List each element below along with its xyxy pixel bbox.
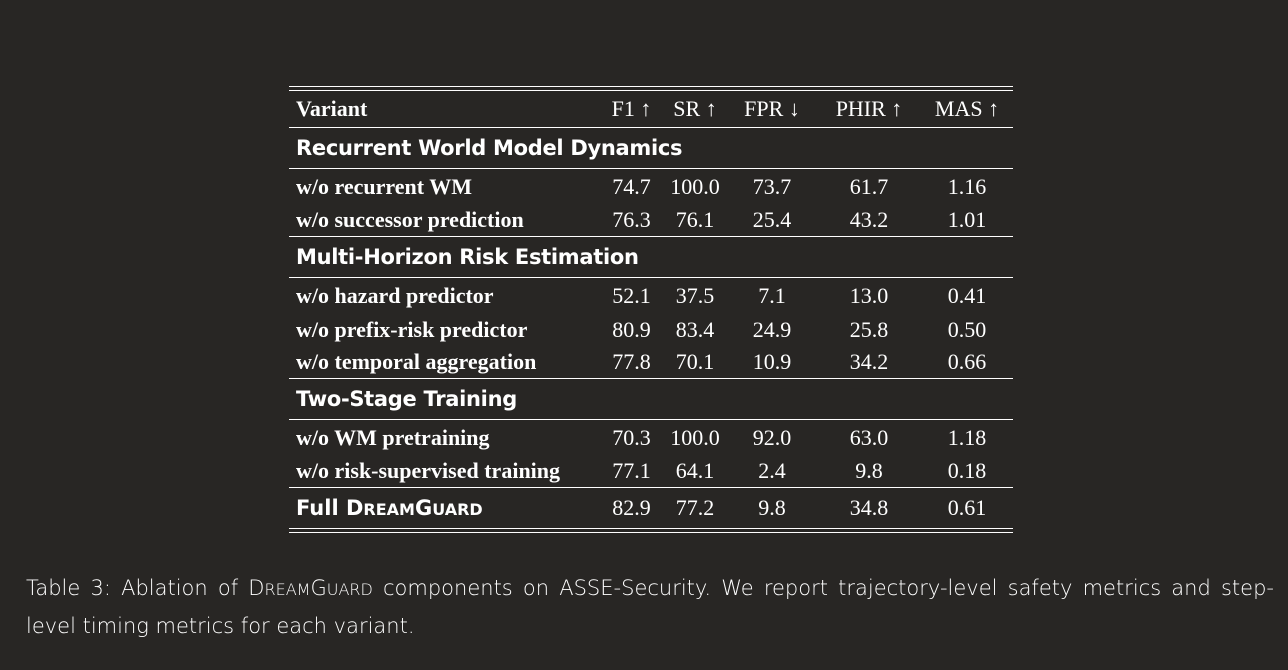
cell-mas: 1.01	[947, 207, 987, 232]
cell-phir: 25.8	[849, 316, 889, 342]
caption-name-d: D	[248, 576, 265, 600]
row-variant: w/o risk-supervised training	[296, 458, 561, 483]
header-row: Variant F1 ↑ SR ↑ FPR ↓ PHIR ↑ MAS ↑	[289, 91, 1013, 128]
cell-fpr: 2.4	[758, 458, 786, 483]
full-name-ream: ream	[363, 500, 415, 519]
full-name-d: D	[345, 496, 364, 520]
table-caption: Table 3: Ablation of DreamGuard componen…	[26, 570, 1274, 645]
section-header: Multi-Horizon Risk Estimation	[289, 237, 1013, 278]
header-sr: SR ↑	[673, 96, 717, 121]
full-name-uard: uard	[432, 500, 483, 519]
cell-f1: 77.1	[612, 458, 651, 483]
cell-phir: 61.7	[849, 173, 889, 199]
row-variant: w/o hazard predictor	[296, 282, 494, 308]
cell-mas: 0.41	[947, 282, 987, 308]
table-row: w/o prefix-risk predictor 80.9 83.4 24.9…	[289, 313, 1013, 346]
cell-sr: 83.4	[675, 316, 715, 342]
full-model-row: Full DreamGuard 82.9 77.2 9.8 34.8 0.61	[289, 488, 1013, 528]
top-double-rule	[289, 86, 1013, 91]
cell-fpr: 24.9	[752, 316, 792, 342]
cell-f1: 70.3	[612, 424, 651, 450]
cell-phir: 13.0	[849, 282, 889, 308]
caption-part1: Table 3: Ablation of	[26, 576, 249, 600]
cell-phir: 34.8	[849, 495, 889, 520]
cell-sr: 70.1	[675, 349, 715, 374]
cell-fpr: 7.1	[758, 282, 786, 308]
section-title: Multi-Horizon Risk Estimation	[296, 245, 639, 269]
full-name-g: G	[414, 496, 433, 520]
cell-fpr: 10.9	[752, 349, 792, 374]
cell-sr: 37.5	[675, 282, 715, 308]
bottom-double-rule	[289, 528, 1013, 533]
cell-mas: 0.18	[947, 458, 987, 483]
header-phir: PHIR ↑	[835, 96, 903, 121]
caption-name-g: G	[310, 576, 327, 600]
caption-name-uard: uard	[326, 580, 373, 599]
cell-mas: 0.61	[947, 495, 987, 520]
cell-f1: 52.1	[612, 282, 651, 308]
cell-phir: 43.2	[849, 207, 889, 232]
row-variant: w/o temporal aggregation	[296, 349, 537, 374]
cell-mas: 0.50	[947, 316, 987, 342]
section-title: Two-Stage Training	[296, 387, 517, 411]
full-label-prefix: Full	[296, 496, 346, 520]
cell-mas: 0.66	[947, 349, 987, 374]
cell-f1: 82.9	[612, 495, 651, 520]
row-variant: w/o recurrent WM	[296, 173, 472, 199]
section-header: Two-Stage Training	[289, 379, 1013, 420]
row-variant: w/o prefix-risk predictor	[296, 316, 528, 342]
header-mas: MAS ↑	[934, 96, 1000, 121]
cell-sr: 64.1	[675, 458, 715, 483]
cell-f1: 80.9	[612, 316, 651, 342]
table-row: w/o risk-supervised training 77.1 64.1 2…	[289, 455, 1013, 488]
ablation-table-container: Variant F1 ↑ SR ↑ FPR ↓ PHIR ↑ MAS ↑ Rec…	[289, 86, 1013, 533]
caption-part2: components on ASSE-Security. We report t…	[26, 576, 1274, 638]
cell-phir: 63.0	[849, 424, 889, 450]
section-title: Recurrent World Model Dynamics	[296, 136, 683, 160]
cell-f1: 74.7	[612, 173, 651, 199]
full-model-label: Full DreamGuard	[289, 488, 600, 528]
cell-mas: 1.16	[947, 173, 987, 199]
cell-fpr: 92.0	[752, 424, 792, 450]
cell-fpr: 9.8	[758, 495, 786, 520]
cell-f1: 76.3	[612, 207, 651, 232]
table-row: w/o recurrent WM 74.7 100.0 73.7 61.7 1.…	[289, 169, 1013, 204]
caption-name-ream: ream	[264, 580, 311, 599]
cell-sr: 77.2	[675, 495, 715, 520]
cell-sr: 100.0	[670, 424, 720, 450]
section-header: Recurrent World Model Dynamics	[289, 128, 1013, 169]
ablation-table: Variant F1 ↑ SR ↑ FPR ↓ PHIR ↑ MAS ↑ Rec…	[289, 86, 1013, 533]
cell-f1: 77.8	[612, 349, 651, 374]
cell-fpr: 25.4	[752, 207, 792, 232]
header-fpr: FPR ↓	[744, 96, 800, 121]
row-variant: w/o WM pretraining	[296, 424, 490, 450]
table-row: w/o successor prediction 76.3 76.1 25.4 …	[289, 204, 1013, 237]
table-row: w/o temporal aggregation 77.8 70.1 10.9 …	[289, 346, 1013, 379]
cell-fpr: 73.7	[752, 173, 792, 199]
cell-phir: 34.2	[849, 349, 889, 374]
row-variant: w/o successor prediction	[296, 207, 524, 232]
cell-mas: 1.18	[947, 424, 987, 450]
table-row: w/o WM pretraining 70.3 100.0 92.0 63.0 …	[289, 420, 1013, 455]
table-row: w/o hazard predictor 52.1 37.5 7.1 13.0 …	[289, 278, 1013, 313]
cell-sr: 100.0	[670, 173, 720, 199]
header-variant: Variant	[296, 96, 368, 121]
cell-sr: 76.1	[675, 207, 715, 232]
header-f1: F1 ↑	[611, 96, 652, 121]
cell-phir: 9.8	[855, 458, 883, 483]
